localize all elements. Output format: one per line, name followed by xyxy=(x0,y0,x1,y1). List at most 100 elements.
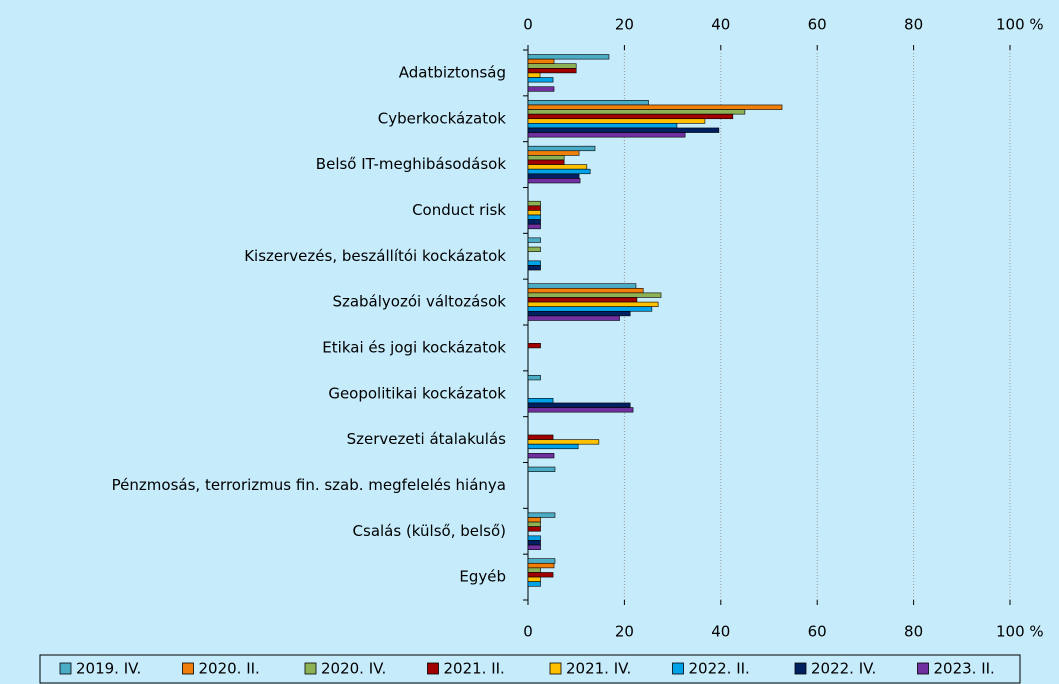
bar xyxy=(527,178,581,184)
bar xyxy=(527,526,541,532)
bar xyxy=(527,287,644,294)
bar xyxy=(527,77,554,83)
bar xyxy=(527,521,541,527)
bar xyxy=(527,581,541,587)
bar xyxy=(527,562,555,569)
bar xyxy=(527,210,541,216)
bar xyxy=(527,205,541,211)
x-tick-label: 100 % xyxy=(996,623,1044,641)
bar xyxy=(527,246,541,252)
legend-swatch xyxy=(59,662,72,675)
bar xyxy=(527,63,577,69)
bar xyxy=(527,306,653,312)
bar xyxy=(527,544,541,550)
bar xyxy=(527,297,638,303)
bar xyxy=(527,517,541,523)
legend-swatch xyxy=(549,662,562,675)
y-tick-label: Egyéb xyxy=(459,568,506,586)
bar xyxy=(527,567,541,573)
y-tick-label: Conduct risk xyxy=(412,201,506,219)
bar xyxy=(527,453,555,459)
y-tick-label: Pénzmosás, terrorizmus fin. szab. megfel… xyxy=(112,476,506,494)
y-tick-label: Szabályozói változások xyxy=(332,293,506,311)
bar xyxy=(527,72,541,78)
legend-label: 2021. IV. xyxy=(566,660,631,678)
bar xyxy=(527,104,783,110)
legend-swatch xyxy=(182,662,194,675)
y-tick-label: Csalás (külső, belső) xyxy=(353,522,506,540)
bar xyxy=(527,283,637,289)
x-tick-label: 0 xyxy=(523,623,533,641)
legend-label: 2021. II. xyxy=(444,660,505,678)
bar xyxy=(527,466,556,472)
x-tick-label: 40 xyxy=(711,623,730,641)
bar xyxy=(527,402,631,408)
bar xyxy=(527,132,686,138)
bar xyxy=(527,58,555,65)
legend-label: 2022. IV. xyxy=(811,660,876,678)
legend-label: 2023. II. xyxy=(934,660,995,678)
bar xyxy=(527,398,554,404)
bar xyxy=(527,237,541,243)
y-tick-label: Adatbiztonság xyxy=(399,63,506,81)
legend-swatch xyxy=(427,662,439,675)
bar xyxy=(527,558,556,564)
bar xyxy=(527,301,659,307)
bar xyxy=(527,200,541,207)
x-tick-label: 80 xyxy=(904,623,923,641)
bar xyxy=(527,434,554,440)
x-tick-label: 0 xyxy=(523,16,533,34)
bar xyxy=(527,155,565,161)
x-tick-label: 80 xyxy=(904,16,923,34)
bar xyxy=(527,292,662,298)
bar xyxy=(527,572,554,578)
legend-label: 2022. II. xyxy=(689,660,750,678)
bar xyxy=(527,86,555,92)
x-tick-label: 100 % xyxy=(996,16,1044,34)
bar xyxy=(527,113,734,120)
legend-swatch xyxy=(917,662,929,675)
x-tick-label: 60 xyxy=(808,16,827,34)
legend-swatch xyxy=(672,662,684,675)
y-tick-label: Geopolitikai kockázatok xyxy=(328,384,506,402)
bar xyxy=(527,265,541,271)
bar xyxy=(527,219,541,225)
bar xyxy=(527,168,591,175)
bar xyxy=(527,127,720,133)
bar xyxy=(527,123,678,129)
bar xyxy=(527,164,588,170)
bar xyxy=(527,145,596,152)
y-tick-label: Etikai és jogi kockázatok xyxy=(322,338,506,356)
y-tick-label: Belső IT-meghibásodások xyxy=(316,155,507,173)
legend-box xyxy=(39,654,1021,684)
legend-swatch xyxy=(794,662,807,675)
bar xyxy=(527,540,541,546)
bar xyxy=(527,512,556,518)
bar xyxy=(527,310,631,317)
legend-label: 2019. IV. xyxy=(76,660,141,678)
bar xyxy=(527,535,541,541)
bar xyxy=(527,150,580,156)
legend-swatch xyxy=(304,662,317,675)
legend-label: 2020. IV. xyxy=(321,660,386,678)
bar xyxy=(527,68,577,74)
bar xyxy=(527,443,579,450)
x-tick-label: 20 xyxy=(615,623,634,641)
x-tick-label: 60 xyxy=(808,623,827,641)
bar xyxy=(527,54,610,60)
bar xyxy=(527,439,600,445)
bar xyxy=(527,343,541,349)
bar xyxy=(527,109,746,115)
bar xyxy=(527,159,565,165)
bar xyxy=(527,173,580,179)
bar xyxy=(527,214,541,220)
bar xyxy=(527,100,649,106)
y-tick-label: Cyberkockázatok xyxy=(378,109,507,127)
bar xyxy=(527,118,706,124)
bar xyxy=(527,260,541,266)
x-tick-label: 40 xyxy=(711,16,730,34)
legend-label: 2020. II. xyxy=(199,660,260,678)
y-tick-label: Kiszervezés, beszállítói kockázatok xyxy=(244,247,506,265)
bar xyxy=(527,407,634,413)
